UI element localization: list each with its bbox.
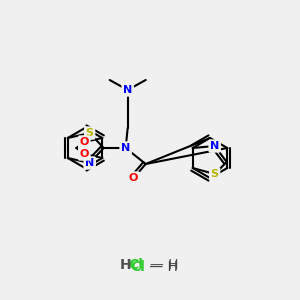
Text: — H: — H [150, 258, 178, 272]
Text: N: N [123, 85, 132, 95]
Text: N: N [85, 158, 94, 168]
Text: S: S [86, 128, 94, 138]
Text: Cl: Cl [129, 258, 143, 272]
Text: O: O [80, 137, 89, 147]
Text: S: S [211, 169, 219, 179]
Text: N: N [121, 143, 130, 153]
Text: H: H [120, 258, 132, 272]
Text: O: O [129, 173, 138, 183]
Text: Cl: Cl [130, 260, 145, 274]
Text: O: O [80, 149, 89, 159]
Text: — H: — H [145, 260, 178, 274]
Text: N: N [210, 141, 219, 151]
